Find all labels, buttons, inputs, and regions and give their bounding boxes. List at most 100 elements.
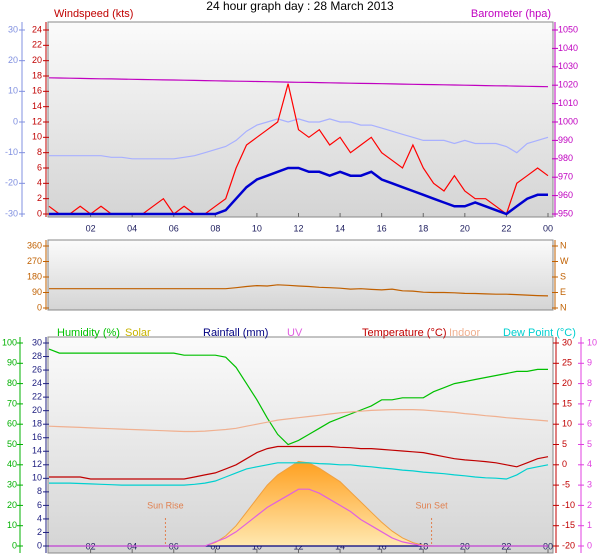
y-tick-label: 8	[37, 486, 42, 496]
series-line	[49, 166, 548, 216]
y-tick-label: 8	[37, 147, 42, 157]
y-tick-label: 40	[7, 459, 17, 469]
y-tick-label: 14	[32, 101, 42, 111]
y-tick-label: 4	[37, 178, 42, 188]
x-tick-label: 06	[169, 223, 179, 233]
y-tick-label: 30	[32, 337, 42, 347]
y-tick-label: 25	[562, 358, 572, 368]
y-tick-label: 0	[37, 540, 42, 550]
y-tick-label: 180	[27, 271, 42, 281]
y-tick-label: 4	[37, 513, 42, 523]
y-tick-label: 950	[558, 208, 573, 218]
series-line	[49, 462, 549, 486]
legend-entry: Rainfall (mm)	[203, 327, 268, 339]
y-tick-label: -15	[562, 520, 575, 530]
y-tick-label: 22	[32, 392, 42, 402]
y-tick-label: 9	[587, 358, 592, 368]
annotation: Sun Rise	[147, 500, 184, 510]
x-tick-label: 02	[86, 223, 96, 233]
series-line	[49, 284, 549, 297]
y-tick-label: 8	[587, 378, 592, 388]
y-tick-label: -5	[562, 479, 570, 489]
y-tick-label: 30	[562, 337, 572, 347]
y-tick-label: 5	[587, 439, 592, 449]
y-tick-label: 1010	[558, 98, 578, 108]
y-tick-label: 0	[13, 116, 18, 126]
y-tick-label: -10	[5, 147, 18, 157]
y-tick-label: 990	[558, 135, 573, 145]
legend-entry: Indoor	[449, 327, 481, 339]
legend-entry: Temperature (°C)	[362, 327, 446, 339]
y-tick-label: 10	[8, 86, 18, 96]
y-tick-label: 15	[562, 398, 572, 408]
x-tick-label: 12	[293, 223, 303, 233]
y-tick-label: 1050	[558, 24, 578, 34]
y-tick-label: 70	[7, 398, 17, 408]
y-tick-label: 0	[37, 302, 42, 312]
y-tick-label: 20	[8, 55, 18, 65]
x-tick-label: 18	[418, 223, 428, 233]
y-tick-label: 0	[37, 208, 42, 218]
y-tick-label: 18	[32, 419, 42, 429]
y-tick-label: 4	[587, 459, 592, 469]
y-tick-label: 50	[7, 439, 17, 449]
y-tick-label: E	[560, 287, 566, 297]
y-tick-label: 28	[32, 351, 42, 361]
y-tick-label: 24	[32, 378, 42, 388]
y-tick-label: 12	[32, 116, 42, 126]
y-tick-label: 16	[32, 86, 42, 96]
y-tick-label: 1000	[558, 116, 578, 126]
y-tick-label: N	[560, 240, 567, 250]
series-line	[49, 488, 548, 547]
annotation: Sun Set	[416, 500, 449, 510]
y-tick-label: 10	[587, 337, 597, 347]
y-tick-label: 1040	[558, 43, 578, 53]
y-tick-label: 20	[562, 378, 572, 388]
legend-entry: Dew Point (°C)	[503, 327, 576, 339]
panel-background	[47, 239, 554, 311]
y-tick-label: 6	[37, 500, 42, 510]
y-tick-label: 14	[32, 446, 42, 456]
y-tick-label: 20	[32, 405, 42, 415]
series-line	[49, 445, 549, 480]
y-tick-label: -20	[5, 178, 18, 188]
y-tick-label: 18	[32, 70, 42, 80]
y-tick-label: 20	[32, 55, 42, 65]
x-tick-label: 16	[377, 223, 387, 233]
y-tick-label: 80	[7, 378, 17, 388]
y-tick-label: 16	[32, 432, 42, 442]
y-tick-label: 0	[587, 540, 592, 550]
y-tick-label: 10	[562, 419, 572, 429]
x-tick-label: 20	[460, 223, 470, 233]
x-tick-label: 22	[501, 223, 511, 233]
legend-entry: UV	[287, 327, 303, 339]
y-tick-label: 30	[8, 24, 18, 34]
y-tick-label: 0	[12, 540, 17, 550]
x-tick-label: 00	[543, 223, 553, 233]
y-tick-label: 60	[7, 419, 17, 429]
y2-axis-title: Barometer (hpa)	[471, 8, 551, 20]
y-tick-label: 980	[558, 153, 573, 163]
y-tick-label: 0	[562, 459, 567, 469]
y-tick-label: 1020	[558, 80, 578, 90]
y-tick-label: 1	[587, 520, 592, 530]
x-tick-label: 14	[335, 223, 345, 233]
x-tick-label: 08	[210, 223, 220, 233]
y-tick-label: 10	[32, 132, 42, 142]
y-tick-label: 90	[7, 358, 17, 368]
series-line	[48, 348, 548, 446]
y-tick-label: 7	[587, 398, 592, 408]
y-tick-label: -30	[5, 208, 18, 218]
y-tick-label: 2	[587, 500, 592, 510]
y-tick-label: 30	[7, 479, 17, 489]
y-tick-label: 2	[37, 193, 42, 203]
y-tick-label: 6	[587, 419, 592, 429]
y-tick-label: 360	[27, 240, 42, 250]
y-tick-label: 22	[32, 40, 42, 50]
series-line	[48, 77, 549, 88]
y-tick-label: 90	[32, 287, 42, 297]
y-tick-label: 1030	[558, 61, 578, 71]
y-tick-label: 10	[32, 473, 42, 483]
y-tick-label: 5	[562, 439, 567, 449]
